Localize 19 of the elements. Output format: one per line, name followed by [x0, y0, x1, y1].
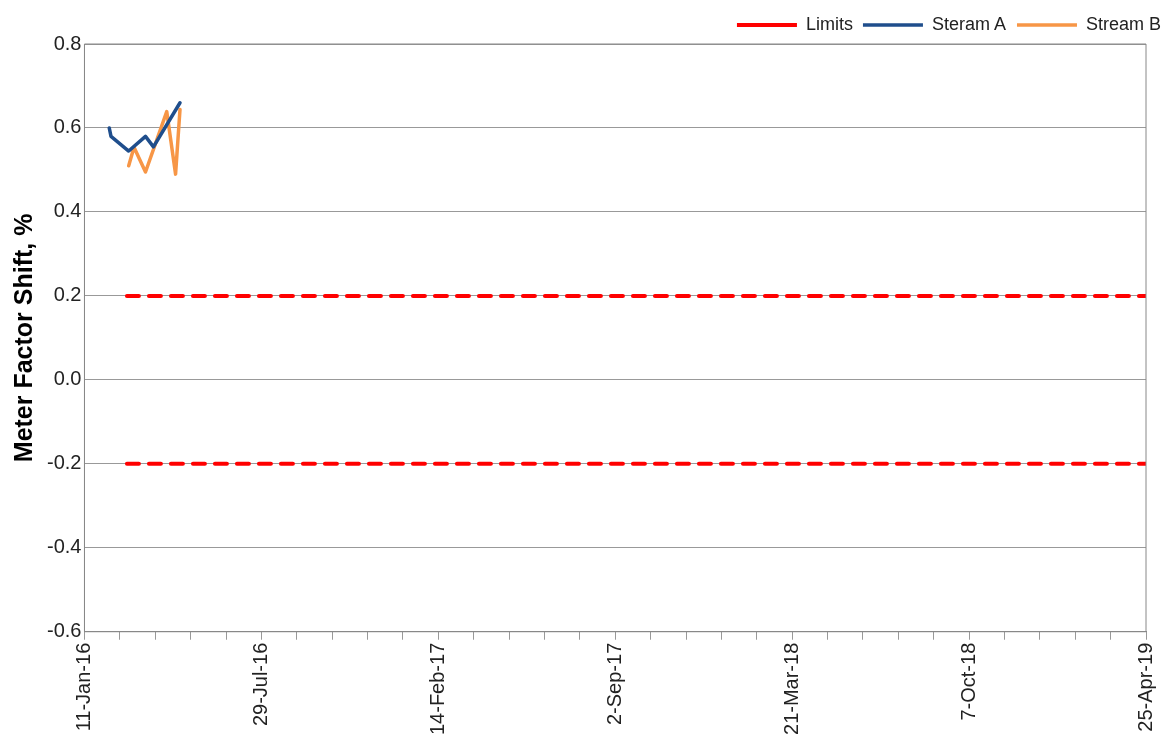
- x-tick-label: 2-Sep-17: [602, 642, 625, 726]
- x-tick-label: 21-Mar-18: [779, 642, 802, 735]
- y-tick-label: 0.8: [53, 31, 82, 54]
- legend-label: Stream B: [1085, 13, 1162, 34]
- y-axis-title: Meter Factor Shift, %: [8, 213, 37, 463]
- legend-label: Limits: [805, 13, 853, 34]
- y-tick-label: 0.2: [53, 283, 82, 306]
- x-tick-label: 29-Jul-16: [248, 642, 271, 727]
- y-tick-label: 0.0: [53, 367, 82, 390]
- legend-label: Steram A: [931, 13, 1006, 34]
- y-tick-label: -0.2: [46, 451, 82, 474]
- x-tick-label: 14-Feb-17: [425, 642, 448, 736]
- x-tick-label: 25-Apr-19: [1133, 642, 1156, 732]
- y-tick-label: -0.6: [46, 619, 82, 642]
- y-tick-label: -0.4: [46, 535, 82, 558]
- y-tick-label: 0.4: [53, 199, 82, 222]
- y-tick-label: 0.6: [53, 115, 82, 138]
- x-tick-label: 11-Jan-16: [71, 642, 94, 732]
- x-tick-label: 7-Oct-18: [956, 642, 979, 721]
